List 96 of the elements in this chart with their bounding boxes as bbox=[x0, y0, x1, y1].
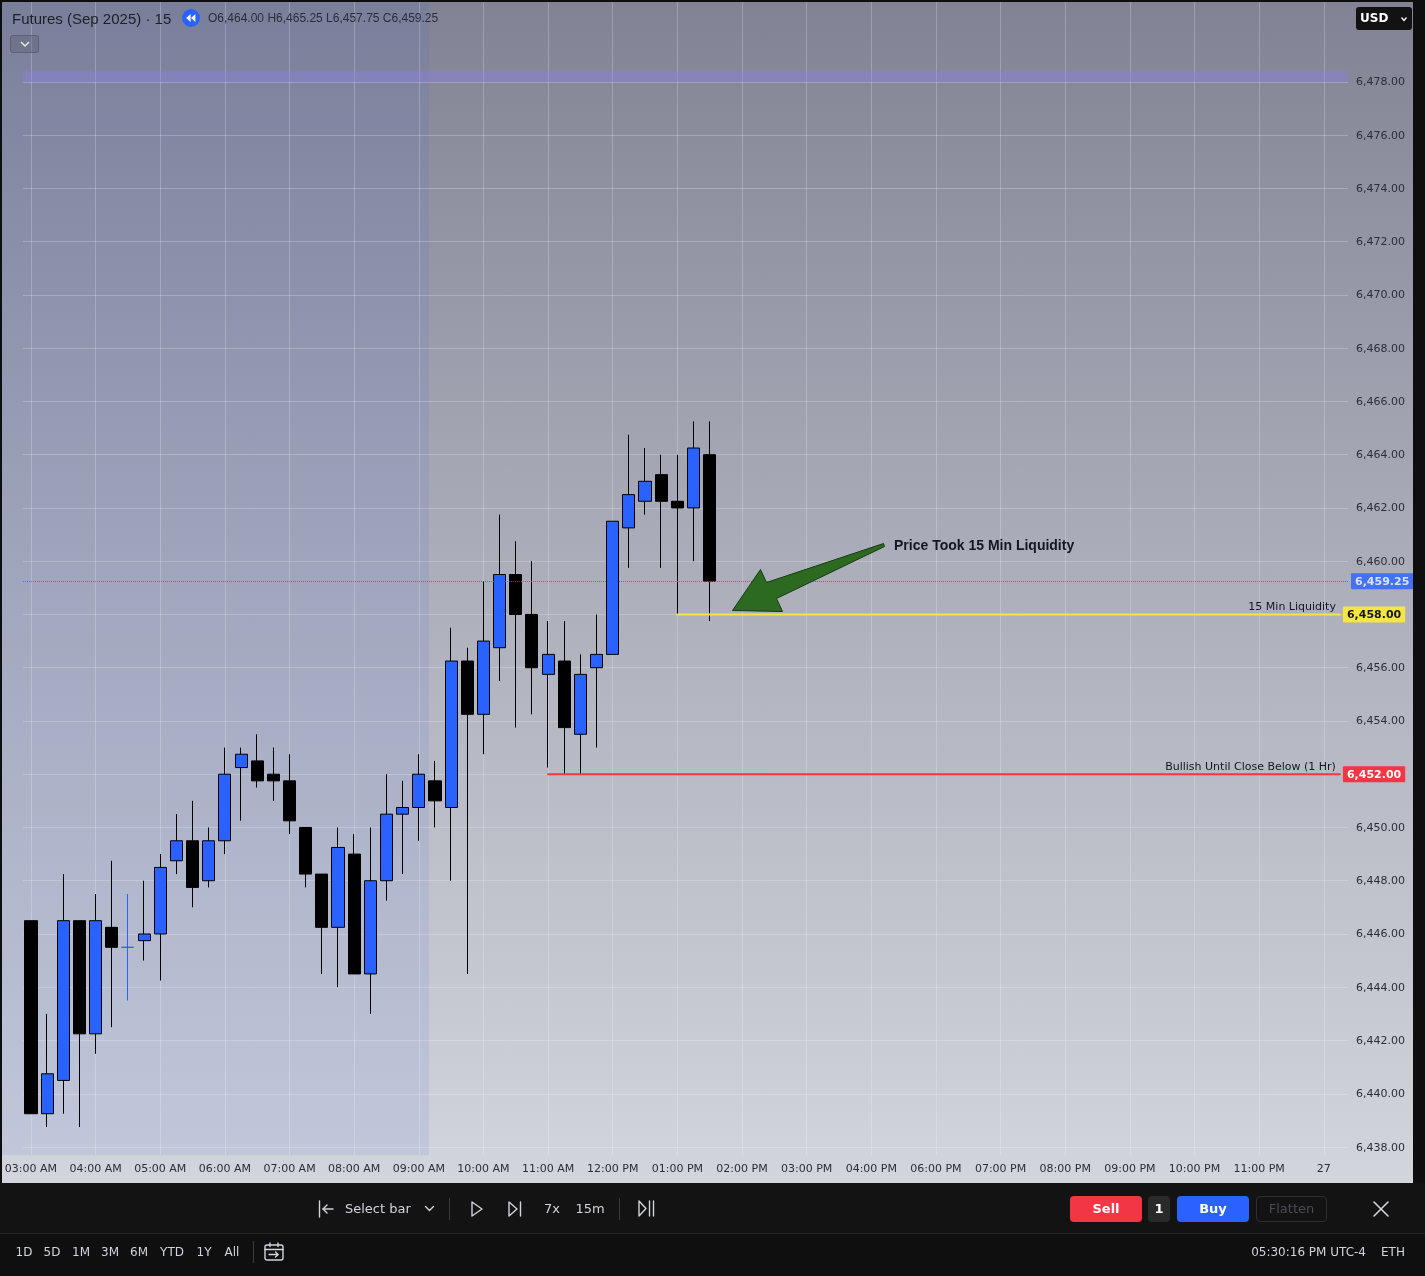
candlestick bbox=[121, 893, 134, 1002]
text: 1M bbox=[72, 1244, 90, 1260]
y-tick-label: 6,450.00 bbox=[1356, 820, 1405, 834]
text: 7x bbox=[544, 1201, 560, 1217]
candlestick bbox=[138, 880, 151, 962]
text: 6M bbox=[130, 1244, 148, 1260]
x-tick-label: 03:00 PM bbox=[780, 1162, 833, 1175]
candlestick bbox=[299, 826, 312, 888]
candlestick bbox=[235, 747, 248, 822]
ref-line-label: 6,459.25 bbox=[1355, 574, 1410, 588]
x-tick-label: 07:00 AM bbox=[263, 1162, 316, 1175]
candlestick bbox=[380, 773, 393, 902]
currency-dropdown: USD bbox=[1356, 7, 1412, 30]
x-tick-label: 08:00 AM bbox=[328, 1162, 381, 1175]
candlestick bbox=[348, 833, 361, 975]
data-label: 6,458.00 bbox=[1346, 607, 1402, 621]
candlestick bbox=[396, 780, 409, 875]
y-tick-label: 6,446.00 bbox=[1356, 927, 1405, 941]
text: Futures (Sep 2025) · 15 bbox=[12, 10, 172, 27]
x-tick-label: 08:00 PM bbox=[1039, 1162, 1091, 1175]
candlestick bbox=[315, 873, 328, 975]
y-tick-label: 6,470.00 bbox=[1356, 288, 1405, 302]
text: O6,464.00 H6,465.25 L6,457.75 C6,459.25 bbox=[208, 11, 439, 25]
y-tick-label: 6,474.00 bbox=[1356, 181, 1405, 195]
candlestick bbox=[154, 853, 167, 982]
candlestick bbox=[364, 826, 377, 1015]
candlestick bbox=[170, 813, 183, 875]
y-tick-label: 6,472.00 bbox=[1356, 235, 1405, 249]
x-tick-label: 11:00 AM bbox=[521, 1162, 575, 1175]
x-tick-label: 03:00 AM bbox=[4, 1162, 58, 1175]
y-tick-label: 6,464.00 bbox=[1356, 448, 1405, 462]
y-tick-label: 6,444.00 bbox=[1356, 980, 1405, 994]
candlestick bbox=[574, 653, 587, 775]
y-tick-label: 6,440.00 bbox=[1356, 1087, 1405, 1101]
candlestick bbox=[622, 434, 635, 569]
candlestick bbox=[73, 920, 86, 1128]
text: YTD bbox=[160, 1244, 184, 1260]
series-label: 15 Min Liquidity bbox=[1248, 600, 1337, 614]
x-tick-label: 06:00 AM bbox=[198, 1162, 252, 1175]
x-tick-label: 09:00 PM bbox=[1104, 1162, 1156, 1175]
buy-button: Buy bbox=[1177, 1196, 1249, 1222]
text: Select bar bbox=[345, 1201, 411, 1217]
x-tick-label: 05:00 AM bbox=[134, 1162, 187, 1175]
candlestick bbox=[687, 420, 700, 562]
candlestick bbox=[445, 627, 458, 882]
text: 5D bbox=[43, 1244, 61, 1260]
quantity-field: 1 bbox=[1148, 1196, 1170, 1222]
x-tick-label: 07:00 PM bbox=[974, 1162, 1027, 1175]
flatten-button: Flatten bbox=[1256, 1196, 1327, 1222]
candlestick bbox=[218, 747, 231, 855]
y-tick-label: 6,442.00 bbox=[1356, 1034, 1405, 1047]
candlestick bbox=[638, 447, 652, 516]
candlestick bbox=[542, 620, 555, 769]
text: All bbox=[224, 1244, 240, 1260]
y-tick-label: 6,448.00 bbox=[1356, 874, 1405, 888]
text: 3M bbox=[101, 1244, 119, 1260]
text: 1Y bbox=[196, 1244, 212, 1260]
y-tick-label: 6,476.00 bbox=[1356, 128, 1405, 142]
x-tick-label: 09:00 AM bbox=[392, 1162, 445, 1175]
data-label: 6,452.00 bbox=[1346, 767, 1402, 781]
y-tick-label: 6,456.00 bbox=[1356, 661, 1405, 675]
candlestick bbox=[41, 1013, 54, 1128]
candlestick bbox=[655, 454, 668, 569]
x-tick-label: 12:00 PM bbox=[587, 1162, 639, 1175]
annotation: Price Took 15 Min Liquidity bbox=[894, 536, 1075, 554]
text: 05:30:16 PM UTC-4 bbox=[1251, 1244, 1366, 1260]
x-tick-label: 02:00 PM bbox=[716, 1162, 768, 1175]
series-label: Bullish Until Close Below (1 Hr) bbox=[1165, 760, 1336, 774]
x-tick-label: 27 bbox=[1316, 1162, 1331, 1175]
x-tick-label: 01:00 PM bbox=[651, 1162, 704, 1175]
candlestick bbox=[89, 893, 102, 1055]
candlestick bbox=[590, 613, 603, 749]
y-tick-label: 6,478.00 bbox=[1356, 75, 1405, 89]
sell-button: Sell bbox=[1070, 1196, 1142, 1222]
y-tick-label: 6,468.00 bbox=[1356, 341, 1405, 355]
x-tick-label: 10:00 AM bbox=[457, 1162, 510, 1175]
y-tick-label: 6,462.00 bbox=[1356, 501, 1405, 515]
y-tick-label: 6,454.00 bbox=[1356, 714, 1405, 728]
x-tick-label: 11:00 PM bbox=[1233, 1162, 1285, 1175]
text: ETH bbox=[1381, 1244, 1405, 1260]
text: 15m bbox=[575, 1201, 605, 1217]
text: 1D bbox=[15, 1244, 33, 1260]
x-tick-label: 10:00 PM bbox=[1168, 1162, 1221, 1175]
x-tick-label: 06:00 PM bbox=[910, 1162, 962, 1175]
candlestick bbox=[331, 826, 345, 988]
candlestick bbox=[24, 920, 38, 1115]
x-tick-label: 04:00 PM bbox=[845, 1162, 897, 1175]
candlestick bbox=[428, 760, 442, 828]
candlestick bbox=[251, 733, 264, 789]
y-tick-label: 6,466.00 bbox=[1356, 394, 1405, 408]
candlestick bbox=[57, 873, 70, 1115]
candlestick bbox=[202, 826, 215, 888]
y-tick-label: 6,438.00 bbox=[1356, 1140, 1405, 1154]
candlestick bbox=[412, 753, 425, 842]
x-tick-label: 04:00 AM bbox=[69, 1162, 122, 1175]
y-tick-label: 6,460.00 bbox=[1356, 554, 1405, 568]
